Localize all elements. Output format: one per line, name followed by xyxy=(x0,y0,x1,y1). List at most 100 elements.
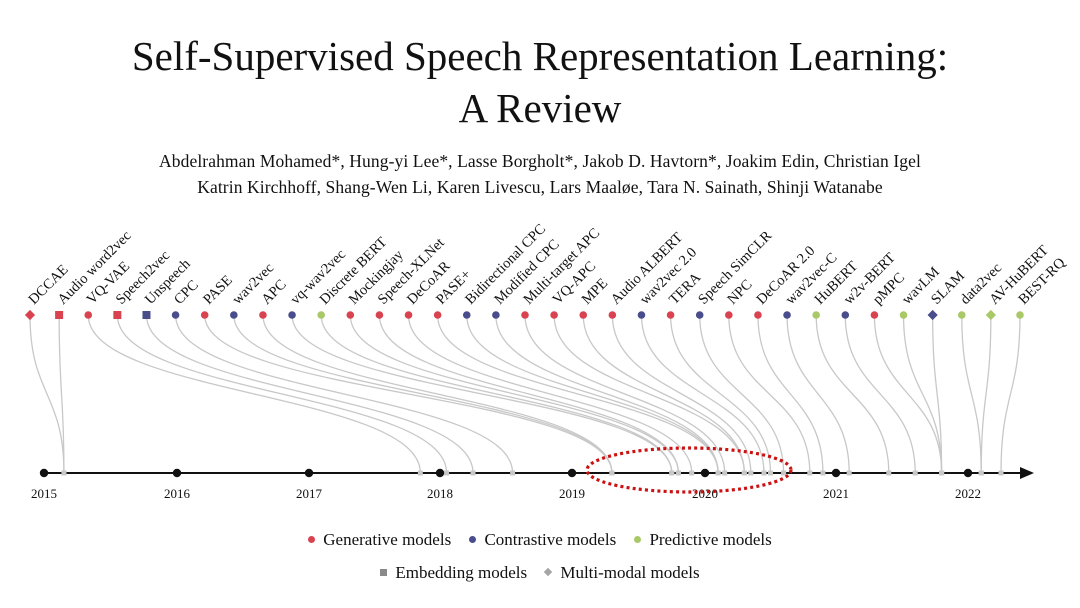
axis-marker-multi-target-apc xyxy=(722,470,728,476)
axis-marker-wav2vec-2-0 xyxy=(761,470,767,476)
marker-speech-simclr xyxy=(695,311,704,319)
year-tick-2018 xyxy=(435,468,445,478)
year-labels: 2015 2016 2017 2018 2019 2020 2021 2022 xyxy=(31,486,981,501)
marker-dccae xyxy=(24,309,36,321)
connector-bidirectional-cpc xyxy=(466,314,719,474)
legend-predictive: Predictive models xyxy=(634,523,772,556)
axis-marker-apc xyxy=(609,470,615,476)
embedding-square-icon xyxy=(380,568,388,576)
year-tick-2021 xyxy=(831,468,841,478)
marker-wav2vec-2-0 xyxy=(637,311,646,319)
axis-arrowhead xyxy=(1020,467,1034,479)
marker-mockingjay xyxy=(346,311,355,319)
marker-wav2vec-c xyxy=(783,311,791,319)
connector-decoar xyxy=(407,314,693,474)
contrastive-dot-icon xyxy=(469,535,477,543)
marker-wavlm xyxy=(899,311,908,319)
axis-marker-npc xyxy=(807,470,813,476)
marker-cpc xyxy=(171,311,180,319)
marker-decoar xyxy=(404,311,413,319)
marker-bidirectional-cpc xyxy=(462,311,471,319)
axis-marker-audio-word2vec xyxy=(61,470,67,476)
year-tick-2022 xyxy=(963,468,973,478)
marker-pase xyxy=(200,311,209,319)
axis-marker-decoar-2-0 xyxy=(820,470,826,476)
marker-decoar-2-0 xyxy=(754,311,762,319)
year-tick-2016 xyxy=(172,468,182,478)
paper-title: Self-Supervised Speech Representation Le… xyxy=(0,30,1080,134)
connector-curves xyxy=(29,314,1021,474)
connector-pase xyxy=(204,314,613,474)
marker-best-rq xyxy=(1016,311,1024,319)
connector-slam xyxy=(931,314,943,474)
marker-npc xyxy=(725,311,733,319)
connector-wav2vec-c xyxy=(786,314,850,474)
connector-discrete-bert xyxy=(320,314,673,474)
year-label-2021: 2021 xyxy=(823,486,849,501)
connector-pase xyxy=(436,314,719,474)
axis-marker-wav2vec-c xyxy=(846,470,852,476)
axis-marker-av-hubert xyxy=(978,470,984,476)
legend-row-1: Generative models Contrastive models Pre… xyxy=(0,523,1080,556)
connector-hubert xyxy=(815,314,890,474)
marker-modified-cpc xyxy=(492,311,500,319)
legend-generative: Generative models xyxy=(308,523,451,556)
year-label-2018: 2018 xyxy=(427,486,453,501)
connector-modified-cpc xyxy=(495,314,719,474)
marker-vq-apc xyxy=(550,311,558,319)
marker-data2vec xyxy=(957,311,966,319)
marker-audio-word2vec xyxy=(55,311,64,319)
legend-row-2: Embedding models Multi-modal models xyxy=(0,556,1080,589)
year-label-2017: 2017 xyxy=(296,486,323,501)
connector-audio-albert xyxy=(611,314,752,474)
legend-embedding: Embedding models xyxy=(380,556,527,589)
axis-marker-vq-vae xyxy=(417,470,423,476)
axis-marker-cpc xyxy=(510,470,516,476)
axis-marker-best-rq xyxy=(998,470,1004,476)
axis-marker-audio-albert xyxy=(748,470,754,476)
connector-av-hubert xyxy=(980,314,992,474)
marker-multi-target-apc xyxy=(521,311,529,319)
axis-marker-discrete-bert xyxy=(669,470,675,476)
axis-marker-modified-cpc xyxy=(715,470,721,476)
authors-line-2: Katrin Kirchhoff, Shang-Wen Li, Karen Li… xyxy=(197,177,883,197)
axis-marker-mpe xyxy=(741,470,747,476)
axis-marker-tera xyxy=(768,470,773,476)
marker-mpe xyxy=(579,311,588,319)
connector-wav2vec xyxy=(233,314,613,474)
marker-wav2vec xyxy=(230,311,238,319)
connector-apc xyxy=(262,314,613,474)
model-markers xyxy=(24,309,1024,321)
year-label-2019: 2019 xyxy=(559,486,585,501)
axis-marker-slam xyxy=(939,470,945,476)
connector-pmpc xyxy=(873,314,943,474)
connector-data2vec xyxy=(961,314,982,474)
author-list: Abdelrahman Mohamed*, Hung-yi Lee*, Lass… xyxy=(0,148,1080,200)
connector-cpc xyxy=(174,314,514,474)
connector-multi-target-apc xyxy=(524,314,726,474)
year-label-2020: 2020 xyxy=(692,486,718,501)
connector-vq-apc xyxy=(553,314,745,474)
connector-decoar-2-0 xyxy=(757,314,824,474)
title-line-2: A Review xyxy=(458,85,622,131)
connector-dccae xyxy=(29,314,65,474)
axis-marker-speech2vec xyxy=(444,470,450,476)
year-tick-2020 xyxy=(700,468,710,478)
axis-marker-w2v-bert xyxy=(912,470,918,476)
timeline-axis xyxy=(40,467,1034,479)
timeline-figure: 2015 2016 2017 2018 2019 2020 2021 2022 DCCAEAu… xyxy=(24,221,1069,501)
connector-speech-simclr xyxy=(699,314,785,474)
marker-hubert xyxy=(812,311,820,319)
highlight-ellipse xyxy=(585,446,793,494)
marker-speech2vec xyxy=(113,311,122,319)
connector-speech-xlnet xyxy=(378,314,680,474)
axis-marker-speech-xlnet xyxy=(675,470,681,476)
marker-speech-xlnet xyxy=(375,311,384,319)
generative-dot-icon xyxy=(308,535,316,543)
connector-audio-word2vec xyxy=(58,314,65,474)
model-label-pase: PASE xyxy=(200,272,236,308)
marker-discrete-bert xyxy=(317,311,325,319)
year-tick-2019 xyxy=(567,468,577,478)
connector-vq-vae xyxy=(87,314,421,474)
marker-pmpc xyxy=(870,311,879,319)
